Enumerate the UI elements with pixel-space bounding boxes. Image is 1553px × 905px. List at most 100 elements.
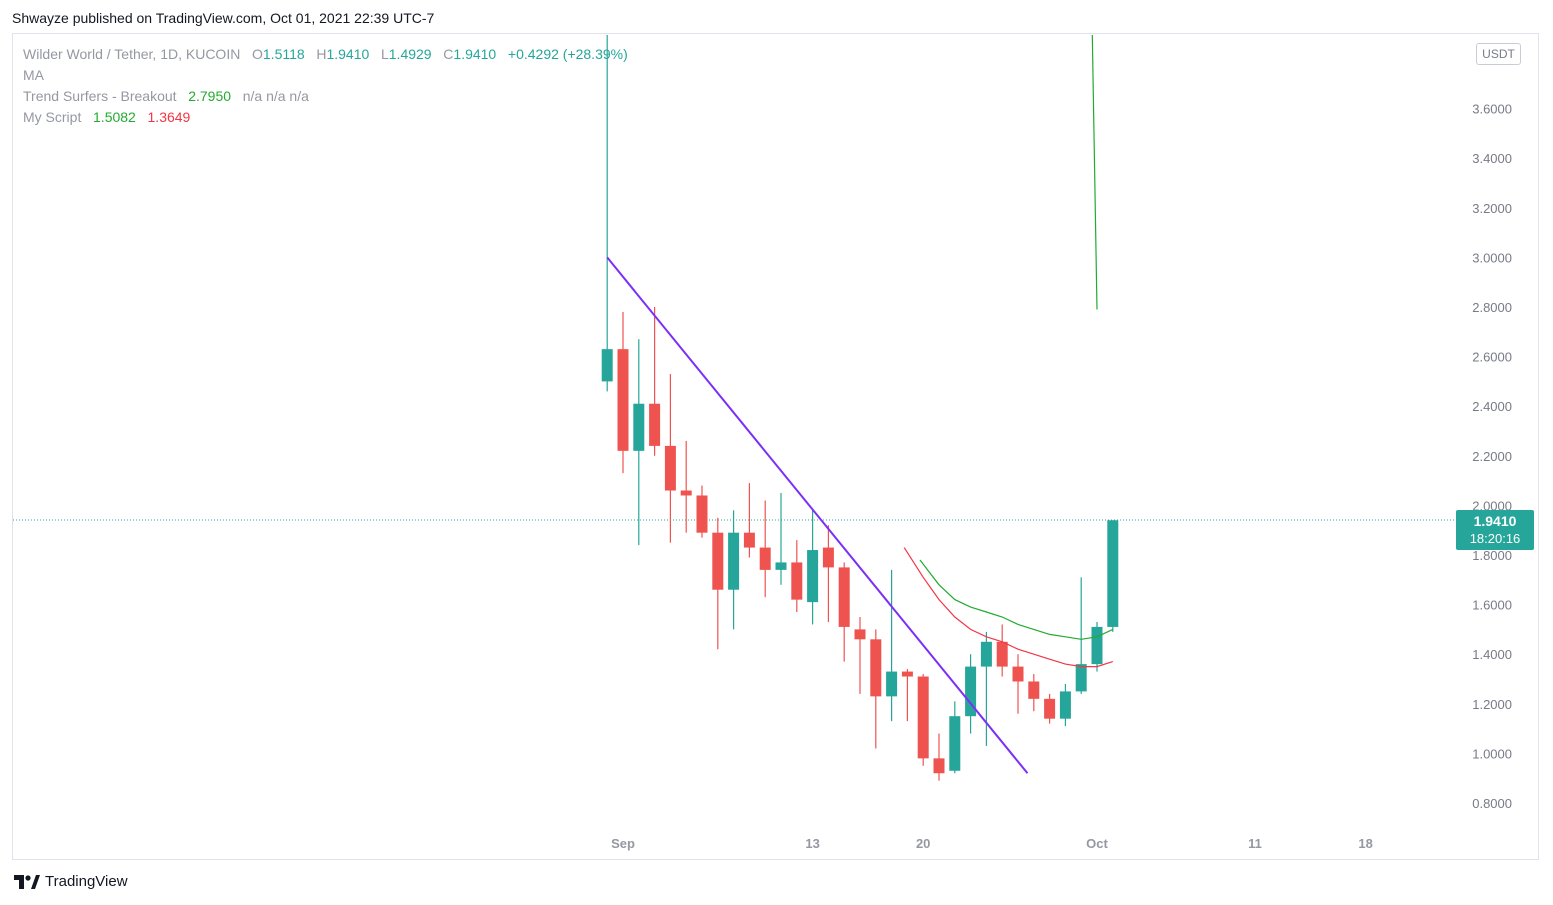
x-tick-label: Sep bbox=[611, 836, 635, 851]
x-tick-label: 20 bbox=[916, 836, 930, 851]
candle bbox=[980, 631, 992, 746]
candle bbox=[807, 510, 819, 625]
y-axis: 0.8000 1.0000 1.2000 1.4000 1.6000 1.8000 2.00… bbox=[1472, 102, 1512, 811]
legend-script-row[interactable]: My Script 1.5082 1.3649 bbox=[23, 107, 628, 128]
candle bbox=[965, 654, 977, 734]
bar-countdown: 18:20:16 bbox=[1469, 531, 1521, 546]
legend-trend-na: n/a n/a n/a bbox=[242, 88, 309, 104]
y-tick-label: 2.0000 bbox=[1472, 498, 1512, 513]
legend-trend-value: 2.7950 bbox=[188, 88, 232, 104]
candle-body bbox=[1012, 666, 1024, 682]
candle bbox=[1075, 577, 1087, 694]
tradingview-logo-icon bbox=[14, 874, 40, 889]
ma-line-2 bbox=[1091, 34, 1098, 310]
x-axis: Sep 13 20 Oct 11 18 bbox=[611, 836, 1373, 851]
candle bbox=[775, 493, 787, 585]
y-tick-label: 0.8000 bbox=[1472, 796, 1512, 811]
candle bbox=[870, 629, 882, 749]
candle bbox=[1044, 693, 1056, 724]
candle bbox=[996, 624, 1008, 677]
candle-body bbox=[633, 403, 645, 451]
candle-body bbox=[980, 641, 992, 667]
candle bbox=[617, 311, 629, 474]
candle-body bbox=[664, 445, 676, 491]
y-tick-label: 3.2000 bbox=[1472, 201, 1512, 216]
candle-body bbox=[949, 716, 961, 771]
candle-body bbox=[791, 562, 803, 600]
ma-line-1 bbox=[903, 547, 1113, 668]
legend-script-name: My Script bbox=[23, 109, 82, 125]
candle-body bbox=[838, 567, 850, 627]
y-tick-label: 2.8000 bbox=[1472, 300, 1512, 315]
candle bbox=[664, 373, 676, 543]
currency-unit-button[interactable]: USDT bbox=[1476, 43, 1521, 65]
chart-legend: Wilder World / Tether, 1D, KUCOIN O1.511… bbox=[23, 44, 628, 128]
last-price-value: 1.9410 bbox=[1473, 513, 1517, 529]
candle bbox=[712, 517, 724, 650]
legend-close-label: C bbox=[443, 46, 454, 62]
legend-ma-row[interactable]: MA bbox=[23, 65, 628, 86]
candle-body bbox=[601, 349, 613, 382]
x-tick-label: 13 bbox=[805, 836, 819, 851]
candle-body bbox=[996, 641, 1008, 667]
candle bbox=[949, 701, 961, 774]
y-tick-label: 1.6000 bbox=[1472, 598, 1512, 613]
candle bbox=[696, 485, 708, 538]
candle-body bbox=[649, 403, 661, 446]
candle bbox=[1107, 520, 1119, 632]
y-tick-label: 3.0000 bbox=[1472, 250, 1512, 265]
candle-body bbox=[822, 547, 834, 568]
legend-change: +0.4292 (+28.39%) bbox=[507, 46, 628, 62]
candle bbox=[886, 569, 898, 722]
candle-body bbox=[712, 532, 724, 590]
last-price-label: 1.9410 18:20:16 bbox=[1456, 510, 1534, 550]
legend-low-label: L bbox=[380, 46, 389, 62]
y-tick-label: 1.4000 bbox=[1472, 647, 1512, 662]
tradingview-brand: TradingView bbox=[45, 873, 128, 890]
candle-body bbox=[1028, 681, 1040, 699]
y-tick-label: 1.8000 bbox=[1472, 548, 1512, 563]
legend-script-value1: 1.5082 bbox=[93, 109, 136, 125]
y-tick-label: 1.0000 bbox=[1472, 746, 1512, 761]
candle-body bbox=[1091, 626, 1103, 665]
candle bbox=[901, 669, 913, 722]
candle bbox=[1059, 683, 1071, 727]
x-tick-label: 18 bbox=[1358, 836, 1372, 851]
legend-trend-name: Trend Surfers - Breakout bbox=[23, 88, 177, 104]
candle-body bbox=[886, 671, 898, 697]
candle bbox=[759, 500, 771, 598]
y-tick-label: 1.2000 bbox=[1472, 697, 1512, 712]
legend-close-value: 1.9410 bbox=[453, 46, 497, 62]
ma-line-0 bbox=[919, 559, 1114, 640]
candle bbox=[649, 307, 661, 456]
candle-body bbox=[933, 758, 945, 774]
candle bbox=[1028, 674, 1040, 712]
legend-high-label: H bbox=[316, 46, 327, 62]
y-tick-label: 3.4000 bbox=[1472, 151, 1512, 166]
legend-open-label: O bbox=[252, 46, 263, 62]
candle bbox=[917, 674, 929, 766]
candle bbox=[822, 525, 834, 622]
y-tick-label: 2.2000 bbox=[1472, 449, 1512, 464]
legend-trend-row[interactable]: Trend Surfers - Breakout 2.7950 n/a n/a … bbox=[23, 86, 628, 107]
candle-body bbox=[901, 671, 913, 677]
breakout-trendline bbox=[606, 256, 1029, 774]
candle-body bbox=[917, 676, 929, 759]
candles bbox=[601, 35, 1119, 781]
tradingview-logo[interactable]: TradingView bbox=[14, 873, 128, 890]
candle-body bbox=[965, 666, 977, 717]
candle-body bbox=[728, 532, 740, 590]
legend-symbol: Wilder World / Tether, 1D, KUCOIN bbox=[23, 46, 241, 62]
candle-body bbox=[1044, 698, 1056, 719]
legend-symbol-row[interactable]: Wilder World / Tether, 1D, KUCOIN O1.511… bbox=[23, 44, 628, 65]
candle bbox=[1091, 621, 1103, 672]
candle bbox=[633, 339, 645, 546]
legend-ma: MA bbox=[23, 67, 44, 83]
legend-low-value: 1.4929 bbox=[388, 46, 432, 62]
x-tick-label: Oct bbox=[1086, 836, 1108, 851]
candle-body bbox=[680, 490, 692, 496]
candle-body bbox=[1107, 520, 1119, 627]
chart-frame bbox=[12, 33, 1539, 860]
candle-body bbox=[870, 639, 882, 697]
